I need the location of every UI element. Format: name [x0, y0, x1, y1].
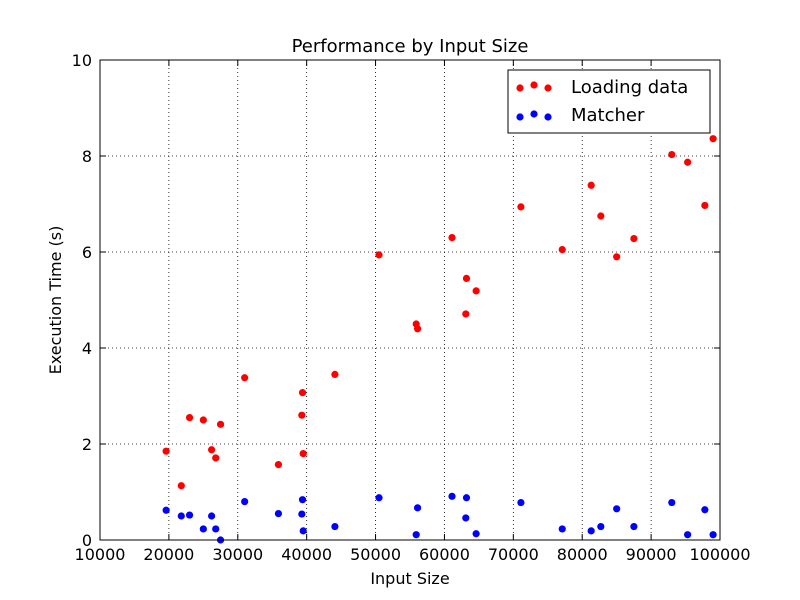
- point-loading-data: [668, 150, 676, 159]
- point-loading-data: [199, 416, 207, 424]
- point-matcher: [185, 511, 194, 519]
- legend-marker-loading-data: [516, 84, 524, 92]
- point-loading-data: [177, 482, 185, 490]
- point-matcher: [613, 505, 621, 513]
- point-loading-data: [613, 253, 621, 261]
- y-tick-label: 6: [82, 243, 92, 262]
- chart-title: Performance by Input Size: [292, 36, 529, 57]
- point-matcher: [199, 525, 207, 533]
- point-matcher: [709, 531, 717, 539]
- plot-area-frame: [99, 59, 721, 541]
- point-matcher: [668, 498, 676, 507]
- point-loading-data: [298, 389, 307, 397]
- point-matcher: [208, 512, 216, 520]
- point-matcher: [630, 522, 638, 531]
- point-loading-data: [517, 203, 525, 211]
- x-tick-label: 90000: [626, 545, 677, 564]
- point-loading-data: [185, 414, 194, 422]
- point-loading-data: [413, 325, 422, 333]
- legend-box: [507, 69, 711, 134]
- legend-marker-loading-data: [530, 81, 538, 89]
- point-loading-data: [208, 446, 216, 454]
- point-matcher: [472, 530, 480, 538]
- point-loading-data: [331, 370, 339, 378]
- point-matcher: [517, 498, 525, 507]
- point-matcher: [212, 525, 220, 533]
- point-loading-data: [587, 181, 595, 189]
- point-matcher: [413, 504, 422, 512]
- point-matcher: [448, 492, 456, 500]
- point-matcher: [299, 527, 307, 535]
- point-loading-data: [212, 454, 220, 462]
- y-axis-label: Execution Time (s): [46, 226, 65, 375]
- point-loading-data: [448, 234, 456, 242]
- tick-labels: 10000 20000 30000 40000 50000 60000 70000 80000…: [72, 51, 751, 564]
- x-axis-label: Input Size: [370, 569, 449, 588]
- point-loading-data: [274, 461, 283, 469]
- point-matcher: [597, 522, 605, 531]
- point-matcher: [177, 512, 185, 520]
- x-tick-label: 30000: [212, 545, 263, 564]
- y-tick-label: 4: [82, 339, 92, 358]
- x-tick-label: 10000: [75, 545, 126, 564]
- point-loading-data: [216, 420, 225, 428]
- point-loading-data: [558, 246, 566, 254]
- y-tick-label: 8: [82, 147, 92, 166]
- legend-marker-loading-data: [544, 84, 552, 92]
- point-matcher: [298, 510, 306, 518]
- point-loading-data: [299, 450, 307, 458]
- point-matcher: [684, 531, 692, 539]
- data-points: [162, 135, 717, 544]
- point-loading-data: [375, 251, 383, 259]
- x-tick-label: 20000: [143, 545, 194, 564]
- point-loading-data: [597, 212, 605, 220]
- point-loading-data: [701, 201, 709, 210]
- x-tick-label: 60000: [419, 545, 470, 564]
- legend-marker-matcher: [530, 110, 538, 118]
- y-tick-label: 0: [82, 531, 92, 550]
- legend: Loading data Matcher: [507, 69, 711, 134]
- y-tick-label: 10: [72, 51, 92, 70]
- grid: [100, 60, 720, 540]
- x-tick-label: 80000: [557, 545, 608, 564]
- point-loading-data: [709, 135, 717, 143]
- point-matcher: [412, 531, 420, 539]
- point-loading-data: [684, 158, 692, 166]
- point-matcher: [241, 498, 249, 506]
- x-tick-label: 40000: [281, 545, 332, 564]
- point-loading-data: [462, 310, 470, 318]
- x-tick-label: 70000: [488, 545, 539, 564]
- point-loading-data: [472, 287, 480, 295]
- point-loading-data: [298, 411, 306, 419]
- y-tick-label: 2: [82, 435, 92, 454]
- legend-marker-matcher: [544, 113, 552, 121]
- point-loading-data: [462, 274, 471, 282]
- point-matcher: [375, 494, 383, 502]
- point-matcher: [701, 506, 709, 514]
- point-matcher: [587, 527, 595, 535]
- legend-label-matcher: Matcher: [571, 105, 645, 126]
- x-tick-label: 50000: [350, 545, 401, 564]
- point-matcher: [462, 494, 471, 502]
- point-matcher: [462, 514, 470, 522]
- legend-label-loading-data: Loading data: [571, 77, 688, 98]
- point-matcher: [331, 522, 339, 531]
- point-matcher: [298, 496, 307, 504]
- point-loading-data: [630, 234, 638, 243]
- point-matcher: [162, 506, 170, 514]
- point-matcher: [274, 509, 283, 518]
- point-loading-data: [241, 374, 249, 382]
- point-loading-data: [162, 447, 170, 455]
- legend-marker-matcher: [516, 113, 524, 121]
- x-tick-label: 100000: [689, 545, 750, 564]
- point-matcher: [558, 525, 566, 533]
